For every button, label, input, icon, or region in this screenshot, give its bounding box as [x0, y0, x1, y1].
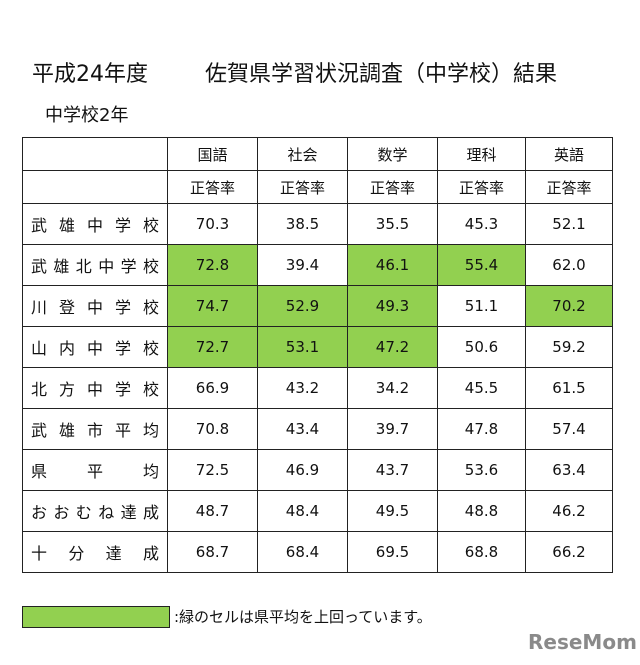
row-name: 山内中学校 [22, 326, 168, 368]
subheader: 正答率 [167, 170, 258, 204]
subtitle: 佐賀県学習状況調査（中学校）結果 [205, 62, 558, 87]
legend-swatch [22, 606, 170, 628]
value-cell: 39.7 [347, 408, 438, 450]
column-header: 社会 [257, 137, 348, 171]
value-cell: 43.4 [257, 408, 348, 450]
table-row: 北方中学校 66.9 43.2 34.2 45.5 61.5 [22, 367, 613, 409]
table-row: 正答率 正答率 正答率 正答率 正答率 [22, 170, 613, 204]
value-cell: 59.2 [525, 326, 613, 368]
value-cell: 43.2 [257, 367, 348, 409]
value-cell: 52.1 [525, 203, 613, 245]
value-cell: 49.5 [347, 490, 438, 532]
row-name: 十分達成 [22, 531, 168, 573]
table-row: おおむね達成 48.7 48.4 49.5 48.8 46.2 [22, 490, 613, 532]
value-cell: 47.2 [347, 326, 438, 368]
value-cell: 74.7 [167, 285, 258, 327]
value-cell: 48.4 [257, 490, 348, 532]
title: 平成24年度 [32, 62, 148, 87]
value-cell: 43.7 [347, 449, 438, 491]
legend-text: :緑のセルは県平均を上回っています。 [174, 608, 432, 626]
value-cell: 62.0 [525, 244, 613, 286]
table-row: 川登中学校 74.7 52.9 49.3 51.1 70.2 [22, 285, 613, 327]
value-cell: 70.8 [167, 408, 258, 450]
value-cell: 55.4 [437, 244, 526, 286]
row-name: 武雄中学校 [22, 203, 168, 245]
value-cell: 50.6 [437, 326, 526, 368]
table-row: 十分達成 68.7 68.4 69.5 68.8 66.2 [22, 531, 613, 573]
row-name: 武雄市平均 [22, 408, 168, 450]
value-cell: 35.5 [347, 203, 438, 245]
value-cell: 34.2 [347, 367, 438, 409]
table-row: 山内中学校 72.7 53.1 47.2 50.6 59.2 [22, 326, 613, 368]
subheader: 正答率 [437, 170, 526, 204]
value-cell: 69.5 [347, 531, 438, 573]
row-name: 北方中学校 [22, 367, 168, 409]
grade: 中学校2年 [45, 105, 129, 126]
value-cell: 61.5 [525, 367, 613, 409]
table-row: 武雄北中学校 72.8 39.4 46.1 55.4 62.0 [22, 244, 613, 286]
value-cell: 70.2 [525, 285, 613, 327]
value-cell: 47.8 [437, 408, 526, 450]
value-cell: 57.4 [525, 408, 613, 450]
column-header: 理科 [437, 137, 526, 171]
results-table: 国語 社会 数学 理科 英語 正答率 正答率 正答率 正答率 正答率 武雄中学校 70.3 38.5 35… [22, 137, 613, 573]
value-cell: 38.5 [257, 203, 348, 245]
row-name: 武雄北中学校 [22, 244, 168, 286]
value-cell: 68.7 [167, 531, 258, 573]
column-header: 数学 [347, 137, 438, 171]
table-row: 武雄市平均 70.8 43.4 39.7 47.8 57.4 [22, 408, 613, 450]
value-cell: 70.3 [167, 203, 258, 245]
value-cell: 52.9 [257, 285, 348, 327]
subheader: 正答率 [257, 170, 348, 204]
logo: ReseMom [528, 630, 637, 654]
column-header: 英語 [525, 137, 613, 171]
value-cell: 46.2 [525, 490, 613, 532]
value-cell: 48.8 [437, 490, 526, 532]
value-cell: 48.7 [167, 490, 258, 532]
value-cell: 72.8 [167, 244, 258, 286]
value-cell: 46.9 [257, 449, 348, 491]
corner-cell [22, 170, 168, 204]
table-row: 国語 社会 数学 理科 英語 [22, 137, 613, 171]
value-cell: 72.7 [167, 326, 258, 368]
row-name: おおむね達成 [22, 490, 168, 532]
value-cell: 46.1 [347, 244, 438, 286]
value-cell: 49.3 [347, 285, 438, 327]
value-cell: 66.2 [525, 531, 613, 573]
value-cell: 68.8 [437, 531, 526, 573]
column-header: 国語 [167, 137, 258, 171]
value-cell: 68.4 [257, 531, 348, 573]
row-name: 県平均 [22, 449, 168, 491]
table-row: 県平均 72.5 46.9 43.7 53.6 63.4 [22, 449, 613, 491]
value-cell: 72.5 [167, 449, 258, 491]
subheader: 正答率 [525, 170, 613, 204]
value-cell: 63.4 [525, 449, 613, 491]
subheader: 正答率 [347, 170, 438, 204]
row-name: 川登中学校 [22, 285, 168, 327]
value-cell: 45.5 [437, 367, 526, 409]
table-row: 武雄中学校 70.3 38.5 35.5 45.3 52.1 [22, 203, 613, 245]
value-cell: 66.9 [167, 367, 258, 409]
value-cell: 51.1 [437, 285, 526, 327]
value-cell: 53.6 [437, 449, 526, 491]
corner-cell [22, 137, 168, 171]
value-cell: 45.3 [437, 203, 526, 245]
value-cell: 53.1 [257, 326, 348, 368]
value-cell: 39.4 [257, 244, 348, 286]
